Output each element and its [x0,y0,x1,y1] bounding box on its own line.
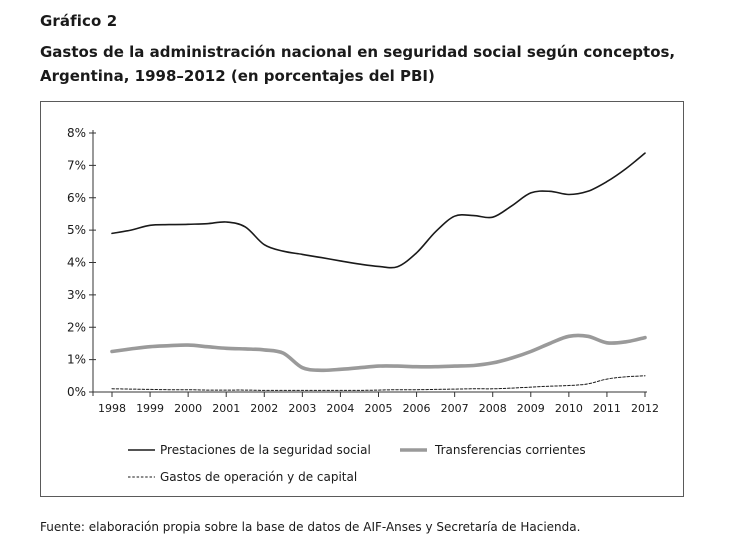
chart-frame [40,101,684,497]
legend-label-2: Transferencias corrientes [434,443,586,457]
y-tick-label: 0% [67,385,86,399]
y-tick-label: 7% [67,158,86,172]
x-tick-label: 2010 [555,402,583,415]
chart-axes: 0% 1% 2% 3% 4% 5% 6% 7% 8% 1998 1999 2000 2001 2002 20… [67,126,659,415]
y-tick-label: 5% [67,223,86,237]
figure-title: Gastos de la administración nacional en … [40,43,676,85]
y-tick-label: 3% [67,288,86,302]
x-tick-label: 2007 [441,402,469,415]
x-tick-label: 2008 [479,402,507,415]
x-tick-label: 2003 [288,402,316,415]
x-tick-label: 2002 [250,402,278,415]
x-tick-label: 2011 [593,402,621,415]
x-tick-label: 2012 [631,402,659,415]
x-tick-label: 2001 [212,402,240,415]
x-tick-label: 1999 [136,402,164,415]
x-tick-label: 2006 [403,402,431,415]
chart-series [110,152,647,391]
legend-label-3: Gastos de operación y de capital [160,470,357,484]
series-line-2 [110,333,647,373]
x-tick-label: 2009 [517,402,545,415]
chart-legend: Prestaciones de la seguridad social Trans… [128,443,586,484]
x-tick-label: 2000 [174,402,202,415]
x-tick-label: 2004 [326,402,354,415]
y-tick-label: 1% [67,353,86,367]
x-tick-label: 2005 [365,402,393,415]
series-line-3 [111,375,646,391]
series-line-1 [111,152,646,269]
y-tick-label: 2% [67,320,86,334]
legend-label-1: Prestaciones de la seguridad social [160,443,371,457]
y-tick-label: 8% [67,126,86,140]
figure-source: Fuente: elaboración propia sobre la base… [40,520,581,534]
y-tick-label: 4% [67,256,86,270]
y-tick-label: 6% [67,191,86,205]
figure-label: Gráfico 2 [40,12,118,30]
x-tick-label: 1998 [98,402,126,415]
